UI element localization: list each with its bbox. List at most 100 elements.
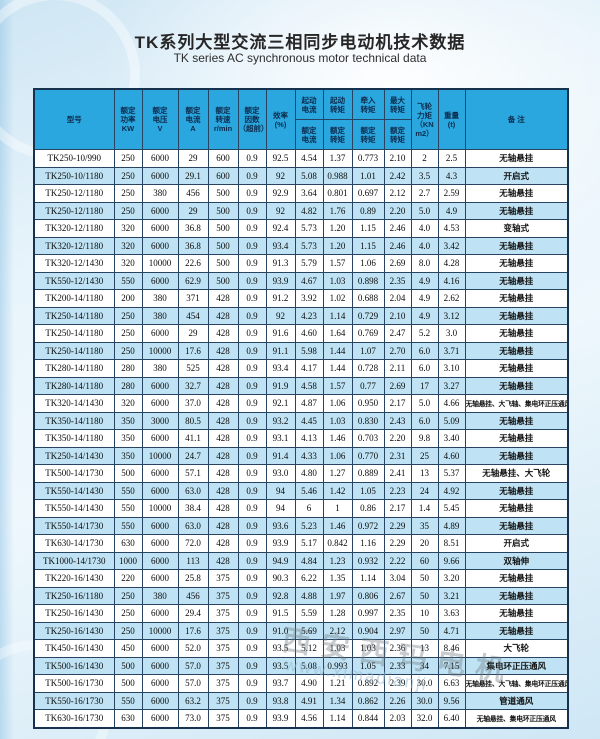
value-cell: 4.13 — [294, 429, 324, 448]
value-cell: 1.21 — [322, 674, 353, 693]
value-cell: 10 — [410, 604, 439, 623]
value-cell: 4.0 — [410, 219, 439, 238]
header-max-torque-den: 额定 转矩 — [383, 119, 412, 150]
value-cell: 2.70 — [383, 341, 412, 360]
model-cell: TK550-16/1730 — [33, 691, 115, 710]
value-cell: 93.4 — [265, 359, 296, 378]
value-cell: 320 — [113, 219, 143, 238]
value-cell: 3.5 — [410, 166, 439, 185]
model-cell: TK630-16/1730 — [33, 709, 115, 728]
value-cell: 29 — [177, 201, 209, 220]
table-row: TK350-14/1180 350 6000 41.1 428 0.9 93.1 4.13 1.… — [33, 429, 569, 448]
value-cell: 2.12 — [383, 184, 412, 203]
value-cell: 4.0 — [410, 236, 439, 255]
value-cell: 0.9 — [237, 499, 267, 518]
value-cell: 0.904 — [351, 621, 385, 640]
model-cell: TK250-14/1180 — [33, 306, 115, 325]
value-cell: 1.44 — [322, 359, 353, 378]
value-cell: 250 — [113, 621, 143, 640]
value-cell: 2.62 — [437, 289, 466, 308]
value-cell: 10000 — [141, 446, 179, 465]
value-cell: 91.2 — [265, 289, 296, 308]
value-cell: 1.35 — [322, 569, 353, 588]
value-cell: 1.01 — [351, 166, 385, 185]
value-cell: 0.728 — [351, 359, 385, 378]
value-cell: 6000 — [141, 236, 179, 255]
value-cell: 3.0 — [437, 324, 466, 343]
value-cell: 0.9 — [237, 691, 267, 710]
value-cell: 500 — [113, 464, 143, 483]
value-cell: 1.64 — [322, 324, 353, 343]
value-cell: 1.15 — [351, 236, 385, 255]
value-cell: 0.9 — [237, 376, 267, 395]
value-cell: 0.950 — [351, 394, 385, 413]
model-cell: TK450-16/1430 — [33, 639, 115, 658]
value-cell: 4.53 — [437, 219, 466, 238]
value-cell: 0.932 — [351, 551, 385, 570]
value-cell: 1.34 — [322, 691, 353, 710]
value-cell: 428 — [207, 464, 239, 483]
value-cell: 0.9 — [237, 446, 267, 465]
remark-cell: 无轴悬挂 — [464, 429, 569, 448]
value-cell: 220 — [113, 569, 143, 588]
value-cell: 0.9 — [237, 201, 267, 220]
value-cell: 428 — [207, 499, 239, 518]
value-cell: 41.1 — [177, 429, 209, 448]
model-cell: TK250-12/1180 — [33, 201, 115, 220]
value-cell: 2.33 — [383, 656, 412, 675]
page-subtitle: TK series AC synchronous motor technical… — [173, 51, 427, 65]
value-cell: 4.89 — [437, 516, 466, 535]
value-cell: 60 — [410, 551, 439, 570]
value-cell: 0.898 — [351, 271, 385, 290]
header-start-torque-num: 起动 转矩 — [322, 88, 353, 120]
value-cell: 280 — [113, 376, 143, 395]
value-cell: 92.5 — [265, 149, 296, 168]
value-cell: 1.16 — [351, 534, 385, 553]
value-cell: 0.9 — [237, 586, 267, 605]
value-cell: 1.46 — [322, 429, 353, 448]
value-cell: 93.8 — [265, 691, 296, 710]
value-cell: 91.5 — [265, 604, 296, 623]
value-cell: 6000 — [141, 709, 179, 728]
value-cell: 73.0 — [177, 709, 209, 728]
value-cell: 38.4 — [177, 499, 209, 518]
value-cell: 375 — [207, 691, 239, 710]
value-cell: 3000 — [141, 411, 179, 430]
header-rated-factor: 额定 因数 （超前） — [237, 88, 267, 150]
value-cell: 6.0 — [410, 359, 439, 378]
value-cell: 0.9 — [237, 674, 267, 693]
value-cell: 30.0 — [410, 674, 439, 693]
value-cell: 428 — [207, 516, 239, 535]
remark-cell: 无轴悬挂、大飞轴、集电环正压通风 — [464, 674, 569, 693]
value-cell: 5.12 — [294, 639, 324, 658]
value-cell: 1.14 — [322, 709, 353, 728]
value-cell: 6000 — [141, 149, 179, 168]
header-max-torque-num: 最大 转矩 — [383, 88, 412, 120]
value-cell: 4.82 — [294, 201, 324, 220]
value-cell: 20 — [410, 534, 439, 553]
model-cell: TK250-16/1180 — [33, 586, 115, 605]
table-row: TK250-16/1180 250 380 456 375 0.9 92.8 4.88 1.97… — [33, 586, 569, 605]
value-cell: 22.6 — [177, 254, 209, 273]
table-row: TK1000-14/1730 1000 6000 113 428 0.9 94.9 4.84 1… — [33, 551, 569, 570]
value-cell: 0.9 — [237, 516, 267, 535]
value-cell: 1.03 — [322, 639, 353, 658]
value-cell: 6000 — [141, 674, 179, 693]
remark-cell: 无轴悬挂 — [464, 359, 569, 378]
remark-cell: 无轴悬挂 — [464, 271, 569, 290]
table-row: TK350-14/1180 350 3000 80.5 428 0.9 93.2 4.45 1.… — [33, 411, 569, 430]
value-cell: 5.08 — [294, 166, 324, 185]
value-cell: 5.2 — [410, 324, 439, 343]
value-cell: 62.9 — [177, 271, 209, 290]
value-cell: 94 — [265, 499, 296, 518]
value-cell: 0.9 — [237, 709, 267, 728]
value-cell: 36.8 — [177, 219, 209, 238]
value-cell: 4.54 — [294, 149, 324, 168]
value-cell: 1.76 — [322, 201, 353, 220]
value-cell: 2.10 — [383, 149, 412, 168]
value-cell: 550 — [113, 691, 143, 710]
value-cell: 428 — [207, 289, 239, 308]
value-cell: 5.23 — [294, 516, 324, 535]
value-cell: 1.02 — [322, 289, 353, 308]
table-row: TK250-10/1180 250 6000 29.1 600 0.9 92 5.08 0.98… — [33, 166, 569, 185]
